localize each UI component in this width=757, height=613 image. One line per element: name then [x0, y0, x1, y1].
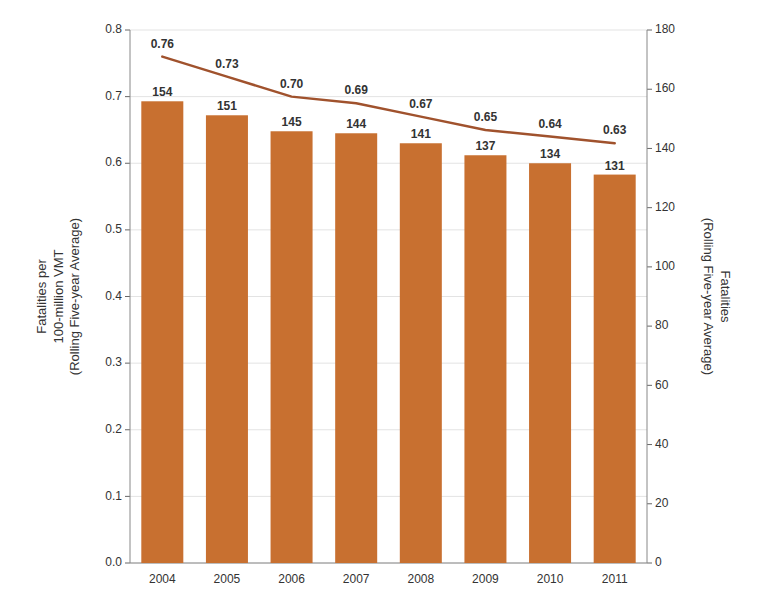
y-tick [125, 229, 130, 230]
bar [271, 131, 313, 563]
line [162, 57, 614, 144]
y-tick-label: 0.6 [105, 155, 122, 169]
data-label: 0.69 [345, 83, 369, 97]
y-tick [125, 563, 130, 564]
y-tick [125, 429, 130, 430]
grid [130, 30, 647, 563]
y-axis-line [130, 30, 131, 563]
y2-tick-label: 160 [655, 81, 675, 95]
y-tick-label: 0.4 [105, 289, 122, 303]
x-tick-label: 2008 [407, 572, 434, 586]
y2-tick-label: 40 [655, 437, 669, 451]
x-tick-label: 2007 [343, 572, 370, 586]
y2-tick-label: 180 [655, 22, 675, 36]
y-tick-label: 0.2 [105, 422, 122, 436]
y2-tick [647, 326, 652, 327]
y-tick-label: 0.3 [105, 355, 122, 369]
count-label: 144 [346, 117, 366, 131]
data-label: 0.63 [603, 123, 627, 137]
y2-tick [647, 385, 652, 386]
y-tick-label: 0.7 [105, 89, 122, 103]
y-tick [125, 96, 130, 97]
y-tick-label: 0.0 [105, 555, 122, 569]
chart-svg: 0.0 0.1 0.2 0.3 0.4 0.5 0.6 0.7 0.8 0 20 40 60 80 100 1… [0, 0, 757, 613]
data-label: 0.67 [409, 97, 433, 111]
y2-axis-title: Fatalities(Rolling Five-year Average) [701, 218, 732, 375]
x-tick-label: 2010 [537, 572, 564, 586]
bar [464, 155, 506, 563]
bar [141, 101, 183, 563]
y2-axis-title-line: (Rolling Five-year Average) [701, 218, 716, 375]
x-tick-label: 2011 [602, 572, 628, 586]
y2-tick [647, 89, 652, 90]
y-axis-title-line: 100-million VMT [51, 249, 66, 343]
data-label: 0.65 [474, 110, 498, 124]
count-label: 137 [475, 139, 495, 153]
chart-container: 0.0 0.1 0.2 0.3 0.4 0.5 0.6 0.7 0.8 0 20 40 60 80 100 1… [0, 0, 757, 613]
y2-tick [647, 207, 652, 208]
y2-tick-label: 100 [655, 259, 675, 273]
bar [335, 133, 377, 563]
x-tick-label: 2009 [472, 572, 499, 586]
data-label: 0.76 [151, 37, 175, 51]
y2-tick [647, 444, 652, 445]
y2-tick [647, 148, 652, 149]
y-tick [125, 363, 130, 364]
data-label: 0.73 [215, 57, 239, 71]
y2-tick [647, 30, 652, 31]
y-tick [125, 30, 130, 31]
count-label: 151 [217, 99, 237, 113]
y2-axis-title-line: Fatalities [718, 270, 733, 323]
y2-tick [647, 563, 652, 564]
y-tick-label: 0.1 [105, 489, 122, 503]
y-tick [125, 296, 130, 297]
bar [529, 163, 571, 563]
y-axis-title-line: Fatalities per [34, 259, 49, 334]
bar [594, 175, 636, 563]
y2-tick-label: 80 [655, 318, 669, 332]
y2-tick-label: 120 [655, 200, 675, 214]
data-label: 0.64 [538, 117, 562, 131]
y-tick-label: 0.5 [105, 222, 122, 236]
y-axis-title: Fatalities per100-million VMT(Rolling Fi… [34, 218, 82, 375]
y2-tick [647, 266, 652, 267]
x-tick-label: 2006 [278, 572, 305, 586]
bar [206, 115, 248, 563]
count-label: 154 [152, 85, 172, 99]
data-labels: 154 151 145 144 141 137 134 131 0.76 0.73 0.70 0.69… [151, 37, 627, 173]
count-label: 131 [605, 159, 625, 173]
count-label: 141 [411, 127, 431, 141]
y2-tick-label: 0 [655, 555, 662, 569]
marks [141, 57, 635, 563]
bar [400, 143, 442, 563]
grid-line [130, 96, 647, 97]
x-tick-label: 2005 [214, 572, 241, 586]
y-tick-label: 0.8 [105, 22, 122, 36]
y2-tick-label: 140 [655, 141, 675, 155]
y2-tick-label: 60 [655, 378, 669, 392]
axes: 0.0 0.1 0.2 0.3 0.4 0.5 0.6 0.7 0.8 0 20 40 60 80 100 1… [105, 22, 675, 586]
y-tick [125, 163, 130, 164]
count-label: 145 [282, 115, 302, 129]
y2-tick-label: 20 [655, 496, 669, 510]
data-label: 0.70 [280, 77, 304, 91]
y2-axis-line [647, 30, 648, 563]
y-tick [125, 496, 130, 497]
grid-line [130, 30, 647, 31]
y2-tick [647, 503, 652, 504]
y-axis-title-line: (Rolling Five-year Average) [67, 218, 82, 375]
x-tick-label: 2004 [149, 572, 176, 586]
count-label: 134 [540, 147, 560, 161]
